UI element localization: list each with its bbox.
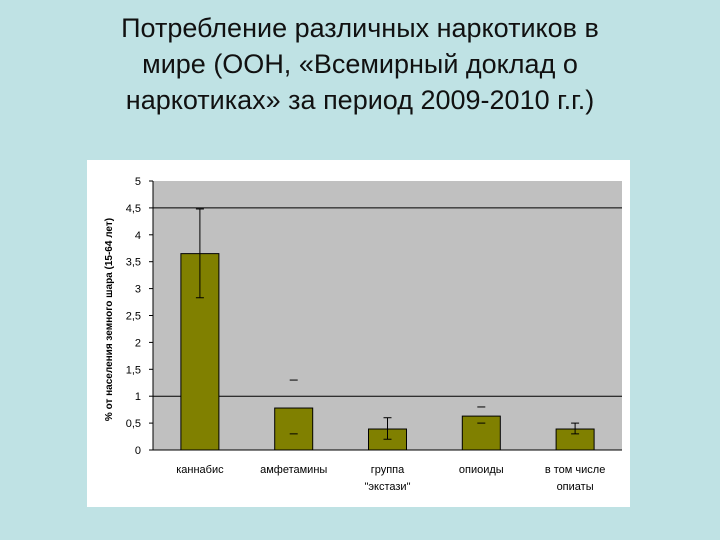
y-tick-label: 2 xyxy=(135,337,141,349)
y-tick-label: 3,5 xyxy=(126,257,141,269)
x-tick-label: в том числе xyxy=(545,464,605,476)
x-tick-label: опиоиды xyxy=(459,464,504,476)
chart-panel: 0 0,5 1 1,5 2 2,5 3 3,5 4 4,5 5 % от населения земн… xyxy=(87,160,630,507)
bar xyxy=(461,415,501,451)
x-tick-label: "экстази" xyxy=(365,481,411,493)
y-axis-label: % от населения земного шара (15-64 лет) xyxy=(104,218,115,421)
x-tick-label: каннабис xyxy=(176,464,224,476)
y-tick-label: 4,5 xyxy=(126,203,141,215)
x-tick-label: группа xyxy=(371,464,405,476)
y-tick-label: 0 xyxy=(135,445,141,457)
plot-area xyxy=(153,181,622,450)
y-tick-label: 1 xyxy=(135,391,141,403)
x-tick-label: опиаты xyxy=(557,481,594,493)
bar-chart: 0 0,5 1 1,5 2 2,5 3 3,5 4 4,5 5 % от населения земн… xyxy=(104,176,622,493)
y-tick-label: 3 xyxy=(135,284,141,296)
x-tick-label: амфетамины xyxy=(260,464,327,476)
slide-title: Потребление различных наркотиков в мире … xyxy=(121,13,599,115)
bar xyxy=(274,407,314,451)
y-tick-label: 1,5 xyxy=(126,364,141,376)
y-tick-label: 4 xyxy=(135,230,141,242)
y-tick-label: 0,5 xyxy=(126,418,141,430)
y-tick-label: 5 xyxy=(135,176,141,188)
y-tick-label: 2,5 xyxy=(126,311,141,323)
